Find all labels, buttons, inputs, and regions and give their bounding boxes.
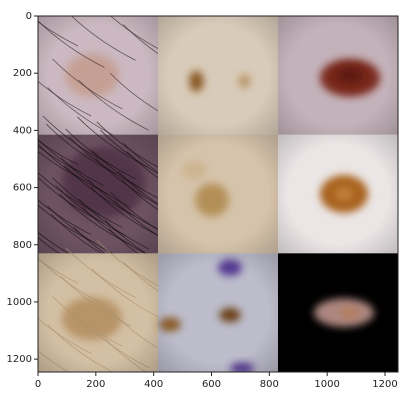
vignette bbox=[278, 253, 398, 372]
image-tile bbox=[158, 134, 279, 254]
y-tick-label: 200 bbox=[13, 68, 32, 79]
image-tile bbox=[38, 115, 197, 279]
vignette bbox=[158, 134, 278, 254]
vignette bbox=[158, 253, 278, 372]
y-tick-label: 400 bbox=[13, 125, 32, 136]
x-tick-label: 600 bbox=[202, 379, 221, 390]
image-tile bbox=[278, 134, 398, 254]
axes-frame bbox=[37, 15, 399, 373]
vignette bbox=[38, 16, 158, 135]
vignette bbox=[278, 16, 398, 135]
image-tile bbox=[158, 16, 279, 136]
x-tick-label: 200 bbox=[86, 379, 105, 390]
vignette bbox=[158, 16, 278, 135]
image-tile bbox=[278, 16, 398, 136]
y-tick-label: 0 bbox=[26, 11, 32, 22]
vignette bbox=[38, 253, 158, 372]
vignette bbox=[278, 134, 398, 254]
vignette bbox=[38, 134, 158, 254]
x-tick-label: 0 bbox=[35, 379, 41, 390]
x-tick-label: 400 bbox=[144, 379, 163, 390]
axes: 0 200 400 600 800 1000 1200 0 200 400 600 800 1000 12… bbox=[7, 11, 399, 390]
x-tick-label: 800 bbox=[260, 379, 279, 390]
y-tick-label: 800 bbox=[13, 240, 32, 251]
y-tick-label: 1000 bbox=[7, 297, 32, 308]
x-tick-label: 1000 bbox=[314, 379, 339, 390]
y-tick-label: 1200 bbox=[7, 354, 32, 365]
x-tick-label: 1200 bbox=[372, 379, 397, 390]
image-tile bbox=[158, 253, 279, 372]
image-tile bbox=[38, 240, 194, 372]
image-tile bbox=[278, 253, 398, 372]
y-tick-label: 600 bbox=[13, 183, 32, 194]
image-grid bbox=[38, 16, 398, 372]
